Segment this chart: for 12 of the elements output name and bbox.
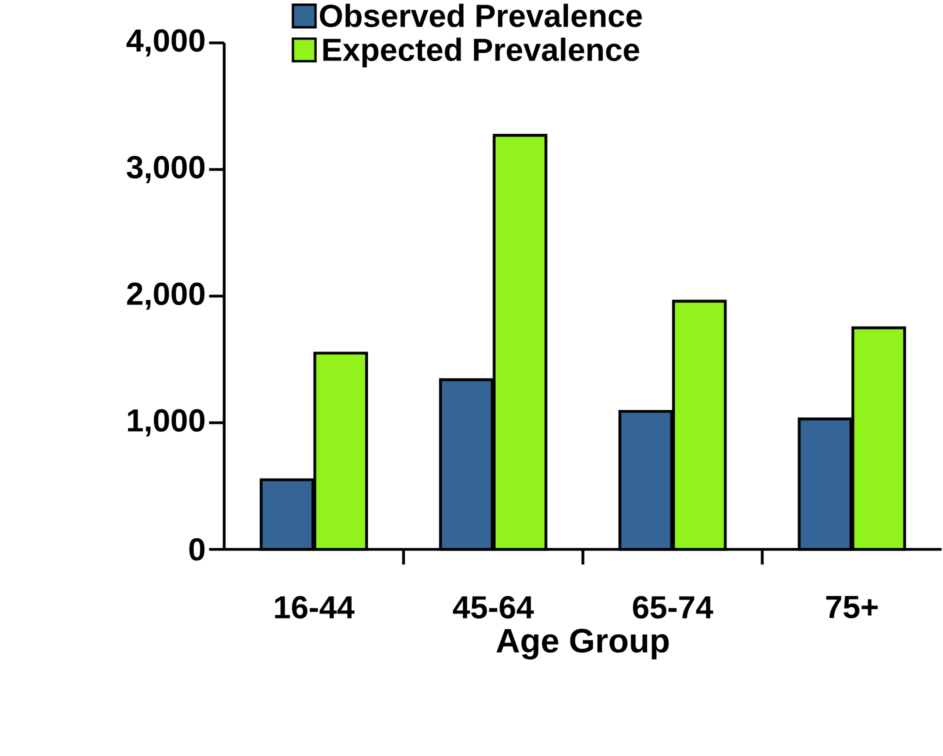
x-tick-label: 16-44 — [275, 596, 354, 619]
x-tick-label: 75+ — [826, 596, 878, 618]
y-tick-label: 2,000 — [127, 282, 204, 310]
x-tick-label: 45-64 — [452, 596, 534, 619]
legend-label: Observed Prevalence — [320, 4, 642, 28]
legend-label: Expected Prevalence — [323, 38, 640, 68]
y-tick-label: 1,000 — [128, 409, 204, 436]
x-axis-title: Age Group — [496, 628, 669, 660]
y-tick-label: 3,000 — [126, 156, 204, 184]
x-tick-label: 65-74 — [632, 596, 714, 619]
y-tick-label: 4,000 — [126, 29, 204, 57]
y-tick-label: 0 — [189, 538, 205, 561]
